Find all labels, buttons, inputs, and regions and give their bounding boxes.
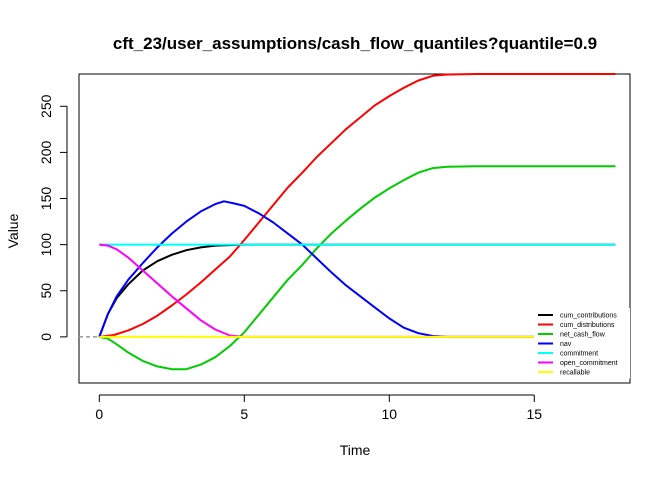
y-tick-label: 200 xyxy=(38,141,54,165)
y-tick-label: 150 xyxy=(38,187,54,211)
y-axis-label: Value xyxy=(5,213,21,248)
y-tick-label: 250 xyxy=(38,94,54,118)
legend: cum_contributions cum_distributions net_ca… xyxy=(534,308,630,379)
series-group xyxy=(98,73,616,371)
legend-label: recallable xyxy=(560,370,590,377)
y-tick-label: 100 xyxy=(38,233,54,257)
legend-label: net_cash_flow xyxy=(560,332,606,339)
legend-label: cum_distributions xyxy=(560,322,615,329)
x-tick-label: 15 xyxy=(527,406,543,422)
legend-label: nav xyxy=(560,341,572,348)
plot-frame xyxy=(78,73,631,384)
x-tick-label: 10 xyxy=(382,406,398,422)
x-tick-label: 5 xyxy=(240,406,248,422)
x-tick-label: 0 xyxy=(95,406,103,422)
legend-label: open_commitment xyxy=(560,360,618,367)
chart-title: cft_23/user_assumptions/cash_flow_quanti… xyxy=(113,34,597,53)
series-line-cum-distributions xyxy=(99,73,616,338)
y-tick-label: 50 xyxy=(38,283,54,299)
series-line-net-cash-flow xyxy=(99,165,616,371)
y-tick-label: 0 xyxy=(38,333,54,341)
legend-label: cum_contributions xyxy=(560,313,617,320)
x-axis-label: Time xyxy=(340,442,371,458)
legend-label: commitment xyxy=(560,351,598,358)
